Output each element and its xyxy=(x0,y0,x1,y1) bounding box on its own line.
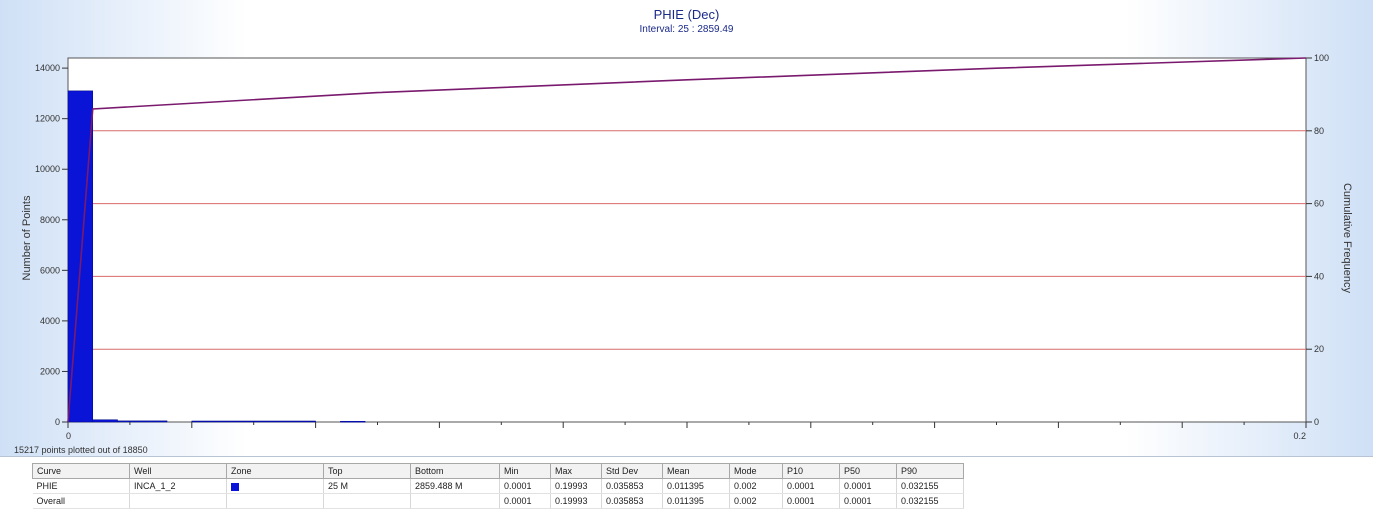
table-cell-well xyxy=(129,493,227,509)
histogram-bar xyxy=(191,420,316,423)
y2-tick-label: 60 xyxy=(1314,199,1324,209)
column-header[interactable]: Min xyxy=(499,463,551,479)
table-cell-p50: 0.0001 xyxy=(839,493,897,509)
y2-tick-label: 20 xyxy=(1314,344,1324,354)
statistics-header-row: Curve Well Zone Top Bottom Min Max Std Dev Mean M… xyxy=(32,463,964,479)
plot-area xyxy=(67,57,1307,423)
y2-tick-label: 0 xyxy=(1314,417,1319,427)
table-cell-std-dev: 0.035853 xyxy=(601,478,663,494)
table-cell-max: 0.19993 xyxy=(550,493,602,509)
points-plotted-note: 15217 points plotted out of 18850 xyxy=(14,445,148,455)
histogram-bar xyxy=(340,420,366,423)
column-header[interactable]: P50 xyxy=(839,463,897,479)
chart-title: PHIE (Dec) xyxy=(653,7,720,22)
column-header[interactable]: Mean xyxy=(662,463,730,479)
column-header[interactable]: Curve xyxy=(32,463,130,479)
y2-tick-label: 40 xyxy=(1314,271,1324,281)
y-tick-label: 0 xyxy=(55,417,60,427)
x-tick-label: 0 xyxy=(66,431,71,441)
table-cell-p50: 0.0001 xyxy=(839,478,897,494)
table-cell-mode: 0.002 xyxy=(729,493,783,509)
table-row[interactable]: Overall 0.0001 0.19993 0.035853 0.011395 0.00… xyxy=(32,493,964,509)
table-cell-top xyxy=(323,493,411,509)
statistics-body: PHIE INCA_1_2 25 M 2859.488 M 0.0001 0.19993 0… xyxy=(32,478,964,509)
table-cell-top: 25 M xyxy=(323,478,411,494)
column-header[interactable]: Bottom xyxy=(410,463,500,479)
column-header[interactable]: Top xyxy=(323,463,411,479)
chart-svg: 0 2000 4000 6000 8000 10000 12000 14000 0 20 40 60 8… xyxy=(35,53,1329,441)
column-header[interactable]: Std Dev xyxy=(601,463,663,479)
table-row[interactable]: PHIE INCA_1_2 25 M 2859.488 M 0.0001 0.19993 0… xyxy=(32,478,964,494)
table-cell-curve: Overall xyxy=(32,493,130,509)
table-cell-min: 0.0001 xyxy=(499,478,551,494)
histogram-chart: PHIE (Dec) Interval: 25 : 2859.49 0 2000 4… xyxy=(14,7,1353,455)
y-axis-title: Number of Points xyxy=(21,195,33,281)
table-cell-mode: 0.002 xyxy=(729,478,783,494)
column-header[interactable]: Well xyxy=(129,463,227,479)
y-tick-label: 10000 xyxy=(35,164,60,174)
y2-axis-title: Cumulative Frequency xyxy=(1341,182,1353,294)
y-tick-label: 8000 xyxy=(40,215,60,225)
table-cell-well: INCA_1_2 xyxy=(129,478,227,494)
column-header[interactable]: Mode xyxy=(729,463,783,479)
column-header[interactable]: P90 xyxy=(896,463,964,479)
x-tick-label: 0.2 xyxy=(1293,431,1306,441)
y-tick-label: 14000 xyxy=(35,63,60,73)
y-tick-label: 4000 xyxy=(40,316,60,326)
table-cell-bottom xyxy=(410,493,500,509)
y2-tick-label: 100 xyxy=(1314,53,1329,63)
table-cell-std-dev: 0.035853 xyxy=(601,493,663,509)
table-cell-mean: 0.011395 xyxy=(662,493,730,509)
histogram-bar xyxy=(92,419,118,423)
y2-tick-label: 80 xyxy=(1314,126,1324,136)
table-cell-p90: 0.032155 xyxy=(896,493,964,509)
histogram-bar xyxy=(117,420,168,423)
table-cell-p10: 0.0001 xyxy=(782,478,840,494)
column-header[interactable]: Max xyxy=(550,463,602,479)
table-cell-max: 0.19993 xyxy=(550,478,602,494)
statistics-table: Curve Well Zone Top Bottom Min Max Std Dev Mean M… xyxy=(32,463,964,509)
zone-color-swatch xyxy=(231,482,239,491)
table-cell-bottom: 2859.488 M xyxy=(410,478,500,494)
chart-subtitle: Interval: 25 : 2859.49 xyxy=(639,24,734,35)
table-cell-curve: PHIE xyxy=(32,478,130,494)
table-cell-p10: 0.0001 xyxy=(782,493,840,509)
column-header[interactable]: Zone xyxy=(226,463,324,479)
column-header[interactable]: P10 xyxy=(782,463,840,479)
table-cell-zone-color xyxy=(226,478,324,494)
statistics-panel: Curve Well Zone Top Bottom Min Max Std Dev Mean M… xyxy=(0,456,1373,517)
y-tick-label: 6000 xyxy=(40,265,60,275)
cumulative-line xyxy=(67,57,1307,423)
y-tick-label: 12000 xyxy=(35,114,60,124)
y-tick-label: 2000 xyxy=(40,366,60,376)
table-cell-mean: 0.011395 xyxy=(662,478,730,494)
table-cell-zone-color xyxy=(226,493,324,509)
table-cell-p90: 0.032155 xyxy=(896,478,964,494)
table-cell-min: 0.0001 xyxy=(499,493,551,509)
